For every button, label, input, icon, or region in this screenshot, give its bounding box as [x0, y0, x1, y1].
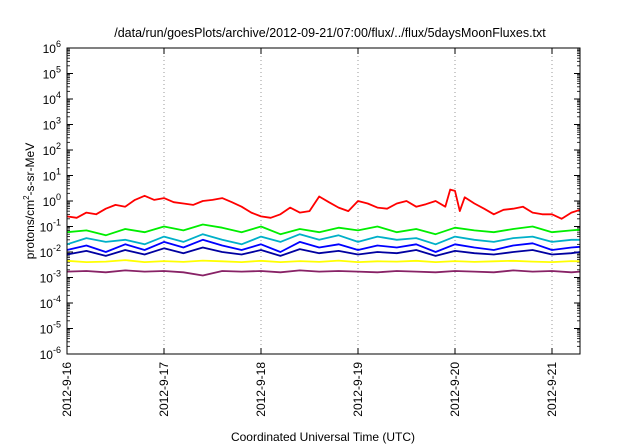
y-tick-label: 10-1 [40, 218, 61, 235]
y-tick-label: 10-6 [40, 345, 61, 362]
y-tick-label: 104 [43, 90, 61, 107]
series-line-1 [66, 188, 581, 220]
x-tick-label: 2012-9-18 [254, 362, 268, 417]
y-tick-label: 10-3 [40, 269, 61, 286]
x-tick-label: 2012-9-16 [60, 362, 74, 417]
y-axis-label-superscript: 2 [22, 195, 31, 200]
y-tick-label: 100 [43, 192, 61, 209]
y-tick-label: 10-2 [40, 243, 61, 260]
series-line-5 [66, 246, 581, 257]
plot-area-frame [66, 47, 581, 355]
y-tick-label: 10-5 [40, 320, 61, 337]
x-tick-label: 2012-9-20 [448, 362, 462, 417]
series-line-4 [66, 238, 581, 253]
y-axis-label: protons/cm2-s-sr-MeV [22, 143, 37, 259]
y-tick-label: 10-4 [40, 294, 61, 311]
chart-title: /data/run/goesPlots/archive/2012-09-21/0… [114, 26, 546, 40]
y-tick-label: 103 [43, 116, 61, 133]
y-tick-label: 105 [43, 65, 61, 82]
series-line-6 [66, 259, 581, 264]
y-tick-label: 102 [43, 141, 61, 158]
x-tick-label: 2012-9-21 [545, 362, 559, 417]
x-axis-label: Coordinated Universal Time (UTC) [231, 430, 415, 444]
y-axis-label-suffix: -s-sr-MeV [23, 143, 37, 196]
x-tick-label: 2012-9-17 [157, 362, 171, 417]
x-tick-label: 2012-9-19 [351, 362, 365, 417]
y-axis-ticks: 10-6 10-5 10-4 10-3 10-2 10-1 100 101 102 103 104 1… [40, 39, 580, 362]
y-axis-label-prefix: protons/cm [23, 200, 37, 259]
series-line-2 [66, 223, 581, 237]
series-line-3 [66, 233, 581, 246]
y-tick-label: 101 [43, 167, 61, 184]
series-line-7 [66, 269, 581, 277]
data-series [66, 188, 581, 277]
y-tick-label: 106 [43, 39, 61, 56]
